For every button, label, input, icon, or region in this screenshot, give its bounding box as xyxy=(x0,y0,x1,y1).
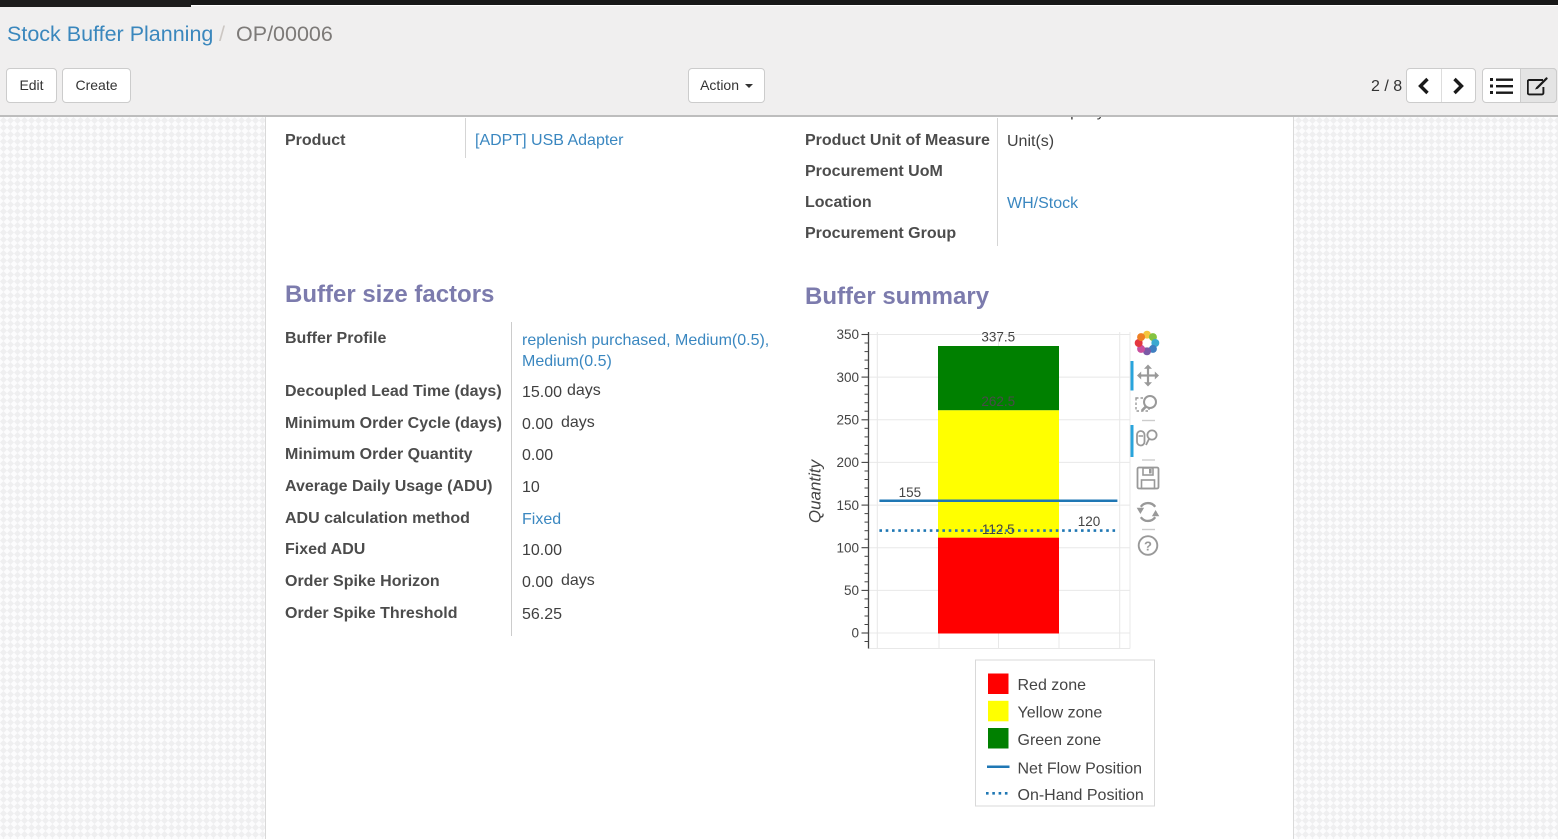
svg-text:120: 120 xyxy=(1078,514,1101,529)
svg-text:Red zone: Red zone xyxy=(1018,677,1087,694)
svg-text:Quantity: Quantity xyxy=(806,458,825,523)
svg-text:112.5: 112.5 xyxy=(982,522,1015,537)
svg-text:262.5: 262.5 xyxy=(981,394,1015,409)
svg-text:250: 250 xyxy=(836,413,859,428)
svg-text:200: 200 xyxy=(836,455,859,470)
svg-text:0: 0 xyxy=(851,626,859,641)
svg-text:300: 300 xyxy=(836,370,859,385)
svg-text:On-Hand Position: On-Hand Position xyxy=(1018,787,1144,804)
svg-text:100: 100 xyxy=(836,540,859,555)
svg-text:350: 350 xyxy=(836,327,859,342)
svg-text:150: 150 xyxy=(836,498,859,513)
svg-text:?: ? xyxy=(1144,538,1152,553)
svg-text:Net Flow Position: Net Flow Position xyxy=(1018,760,1143,777)
svg-text:50: 50 xyxy=(844,583,859,598)
svg-text:337.5: 337.5 xyxy=(981,330,1015,345)
svg-text:Green zone: Green zone xyxy=(1018,732,1102,749)
svg-text:155: 155 xyxy=(899,485,922,500)
svg-text:Yellow zone: Yellow zone xyxy=(1018,705,1103,722)
